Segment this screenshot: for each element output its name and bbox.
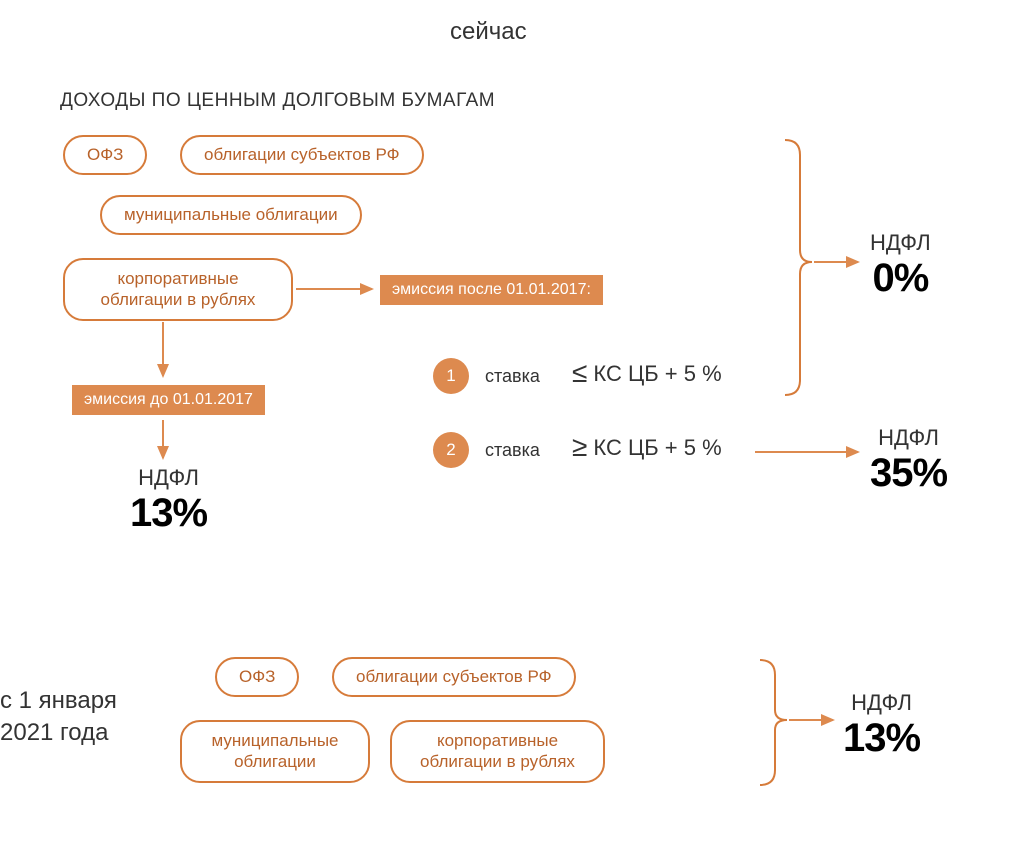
ndfl-13-bottom-value: 13% (843, 716, 920, 761)
circle-2: 2 (433, 432, 469, 468)
node-subjects: облигации субъектов РФ (180, 135, 424, 175)
ndfl-35-label: НДФЛ (870, 425, 947, 451)
node-subjects-bottom-label: облигации субъектов РФ (356, 667, 552, 687)
circle-2-num: 2 (446, 440, 455, 460)
formula-1: ≤ КС ЦБ + 5 % (572, 360, 722, 388)
node-ofz-bottom-label: ОФЗ (239, 667, 275, 687)
node-ofz: ОФЗ (63, 135, 147, 175)
ndfl-13-top-label: НДФЛ (130, 465, 207, 491)
formula-2-rhs: КС ЦБ + 5 % (593, 435, 721, 461)
op-le-icon: ≤ (572, 359, 587, 387)
node-corporate: корпоративныеоблигации в рублях (63, 258, 293, 321)
ndfl-13-bottom-label: НДФЛ (843, 690, 920, 716)
circle-1: 1 (433, 358, 469, 394)
op-ge-icon: ≥ (572, 433, 587, 461)
node-corporate-label: корпоративныеоблигации в рублях (101, 268, 256, 311)
ndfl-0-label: НДФЛ (870, 230, 931, 256)
ndfl-13-bottom: НДФЛ 13% (843, 690, 920, 761)
node-municipal-label: муниципальные облигации (124, 205, 338, 225)
ndfl-0: НДФЛ 0% (870, 230, 931, 301)
ndfl-35: НДФЛ 35% (870, 425, 947, 496)
rate-label-2: ставка (485, 440, 540, 461)
node-subjects-label: облигации субъектов РФ (204, 145, 400, 165)
node-municipal-bottom-label: муниципальныеоблигации (212, 730, 339, 773)
ndfl-35-value: 35% (870, 451, 947, 496)
left-date-label: с 1 января2021 года (0, 685, 117, 750)
ndfl-13-top-value: 13% (130, 491, 207, 536)
ndfl-13-top: НДФЛ 13% (130, 465, 207, 536)
tag-emission-before: эмиссия до 01.01.2017 (72, 385, 265, 415)
section-subtitle: ДОХОДЫ ПО ЦЕННЫМ ДОЛГОВЫМ БУМАГАМ (60, 90, 495, 112)
node-ofz-label: ОФЗ (87, 145, 123, 165)
tag-emission-after: эмиссия после 01.01.2017: (380, 275, 603, 305)
ndfl-0-value: 0% (870, 256, 931, 301)
formula-2: ≥ КС ЦБ + 5 % (572, 434, 722, 462)
node-ofz-bottom: ОФЗ (215, 657, 299, 697)
formula-1-rhs: КС ЦБ + 5 % (593, 361, 721, 387)
node-corporate-bottom: корпоративныеоблигации в рублях (390, 720, 605, 783)
node-municipal: муниципальные облигации (100, 195, 362, 235)
rate-label-1: ставка (485, 366, 540, 387)
circle-1-num: 1 (446, 366, 455, 386)
node-corporate-bottom-label: корпоративныеоблигации в рублях (420, 730, 575, 773)
title-now: сейчас (450, 18, 527, 46)
node-municipal-bottom: муниципальныеоблигации (180, 720, 370, 783)
node-subjects-bottom: облигации субъектов РФ (332, 657, 576, 697)
